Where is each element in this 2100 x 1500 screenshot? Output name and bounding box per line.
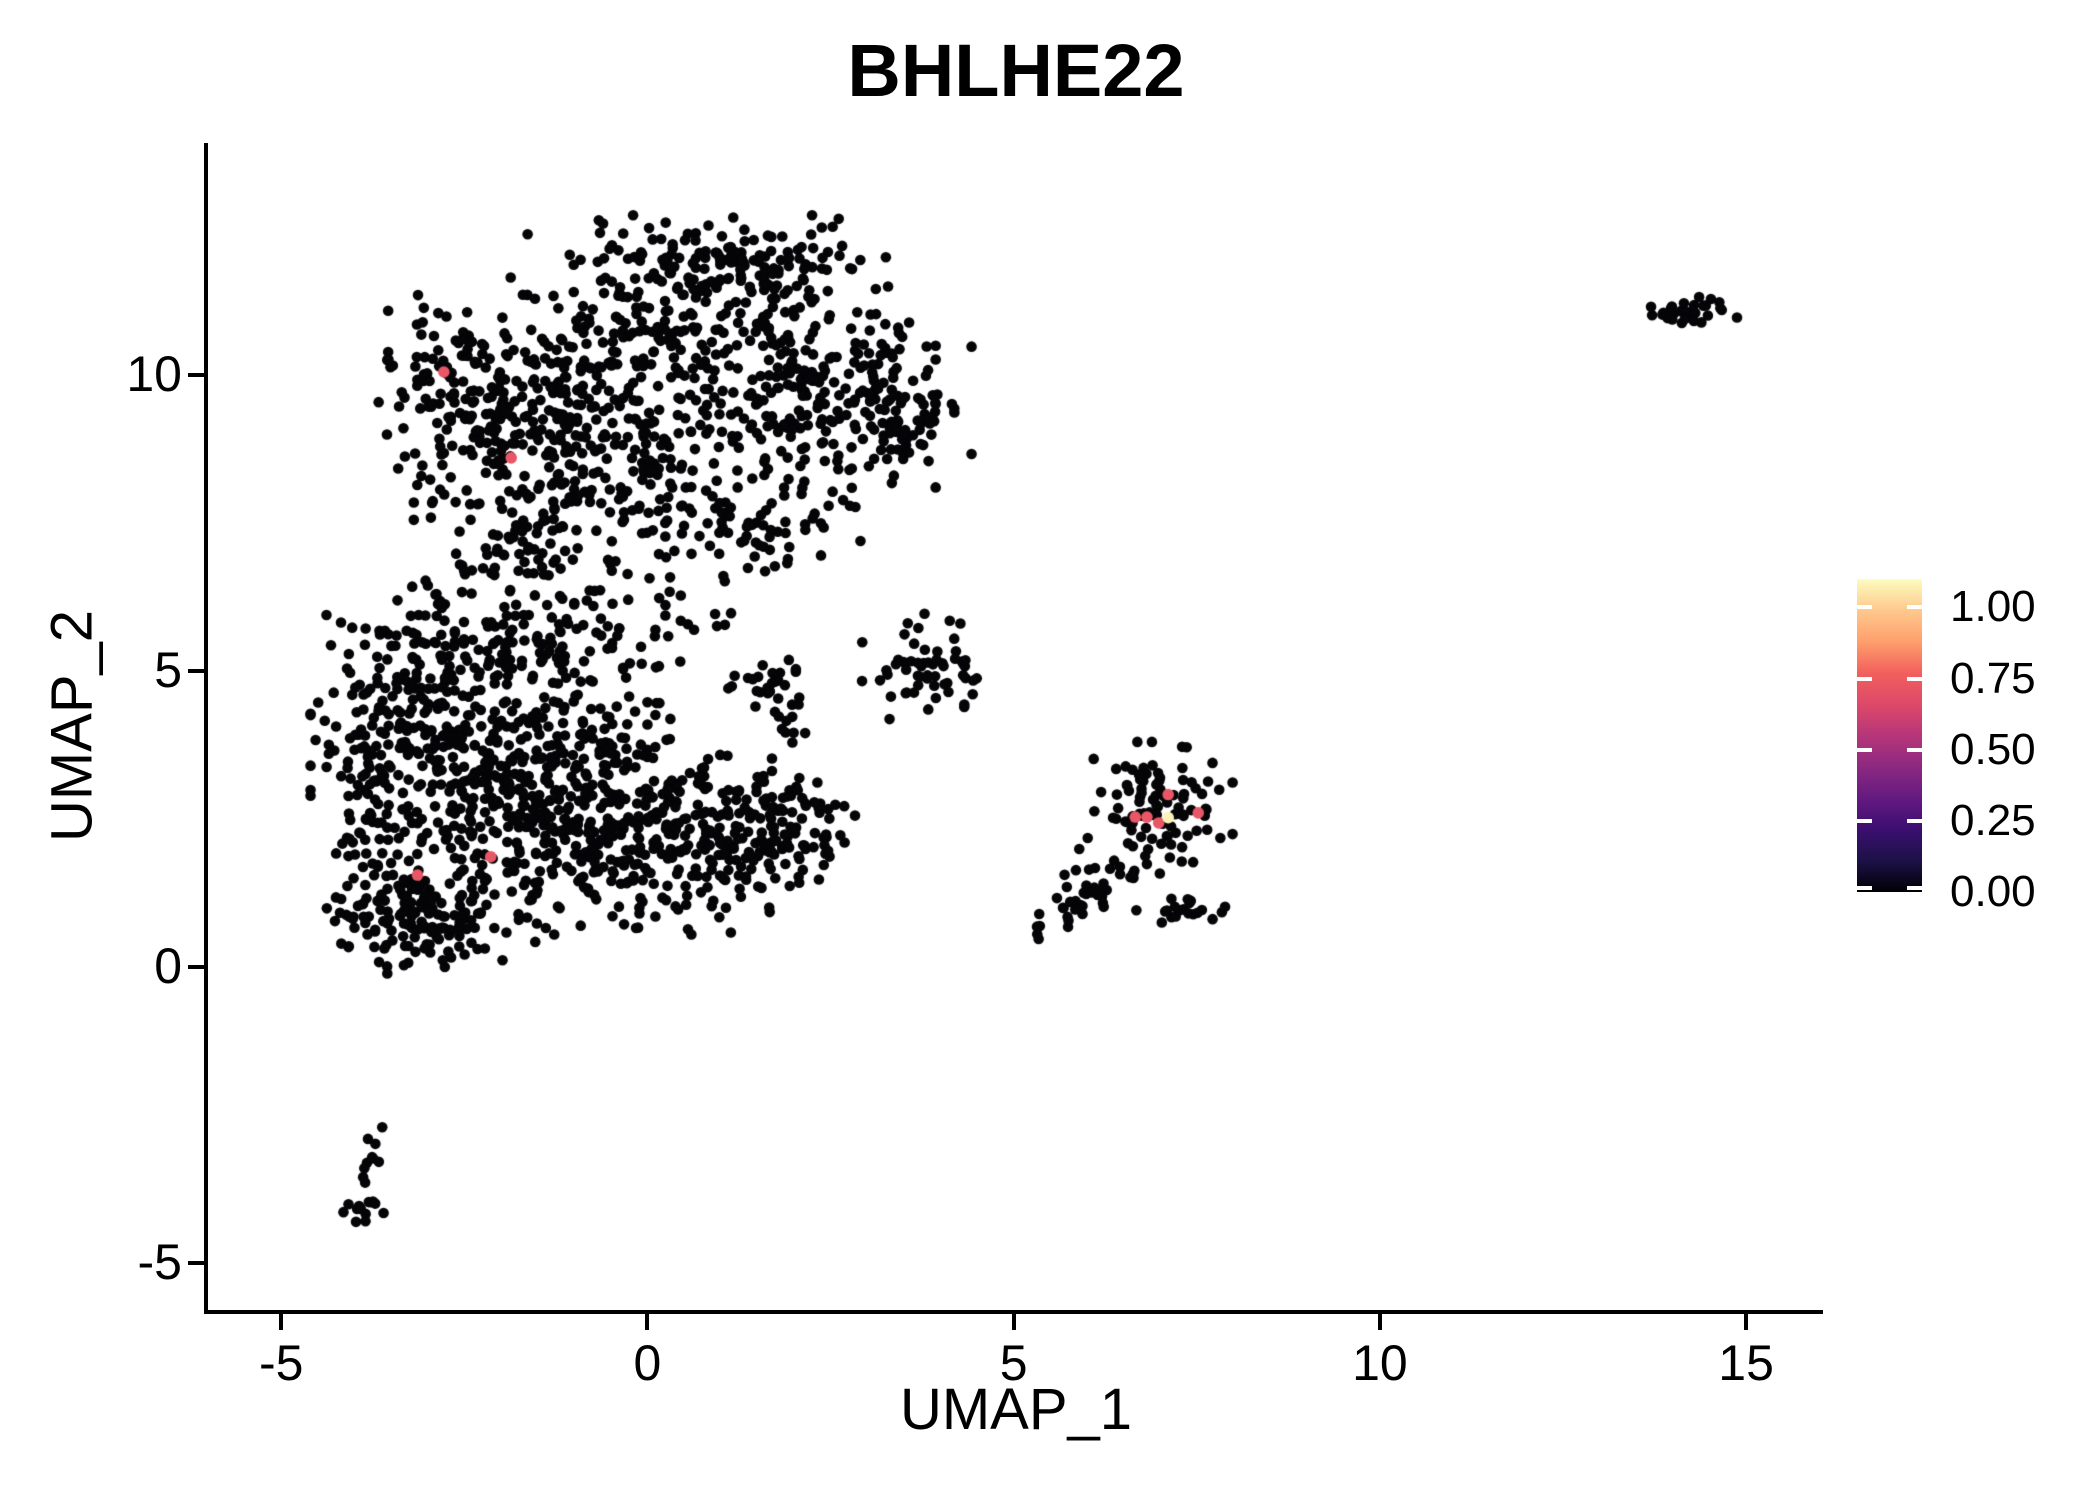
y-tick-mark bbox=[188, 964, 204, 969]
plot-title: BHLHE22 bbox=[847, 29, 1185, 112]
legend-tick-notch bbox=[1907, 676, 1922, 681]
legend-tick-label: 0.00 bbox=[1950, 867, 2036, 916]
legend-tick-notch bbox=[1857, 886, 1872, 890]
y-tick-mark bbox=[188, 668, 204, 673]
y-tick-mark bbox=[188, 372, 204, 377]
x-tick-label: -5 bbox=[259, 1335, 304, 1391]
legend-tick-label: 0.75 bbox=[1950, 653, 2036, 703]
x-tick-mark bbox=[1377, 1314, 1382, 1330]
y-tick-mark bbox=[188, 1260, 204, 1265]
y-tick-label: 5 bbox=[154, 641, 182, 698]
legend-tick-label: 0.50 bbox=[1950, 724, 2036, 774]
y-tick-label: -5 bbox=[137, 1233, 182, 1290]
y-axis-line bbox=[204, 143, 208, 1314]
legend-tick-notch bbox=[1907, 747, 1922, 752]
legend-tick-notch bbox=[1857, 676, 1872, 681]
y-tick-label: 0 bbox=[154, 937, 182, 994]
x-tick-label: 15 bbox=[1718, 1335, 1774, 1391]
legend-colorbar bbox=[1857, 579, 1922, 892]
legend-tick-notch bbox=[1907, 886, 1922, 890]
x-tick-mark bbox=[1011, 1314, 1016, 1330]
y-tick-label: 10 bbox=[126, 345, 182, 402]
y-axis-title: UMAP_2 bbox=[39, 609, 105, 843]
legend-tick-label: 1.00 bbox=[1950, 582, 2036, 632]
x-tick-mark bbox=[279, 1314, 284, 1330]
legend-tick-notch bbox=[1907, 818, 1922, 823]
x-tick-mark bbox=[645, 1314, 650, 1330]
legend-tick-notch bbox=[1857, 747, 1872, 752]
x-tick-label: 10 bbox=[1352, 1335, 1408, 1391]
legend-tick-label: 0.25 bbox=[1950, 795, 2036, 845]
x-tick-label: 0 bbox=[633, 1335, 662, 1391]
legend-tick-notch bbox=[1857, 818, 1872, 823]
x-tick-mark bbox=[1744, 1314, 1749, 1330]
x-axis-line bbox=[204, 1310, 1823, 1314]
legend-tick-notch bbox=[1857, 605, 1872, 610]
x-tick-label: 5 bbox=[999, 1335, 1028, 1391]
legend-tick-notch bbox=[1907, 605, 1922, 610]
x-axis-title: UMAP_1 bbox=[899, 1377, 1133, 1442]
